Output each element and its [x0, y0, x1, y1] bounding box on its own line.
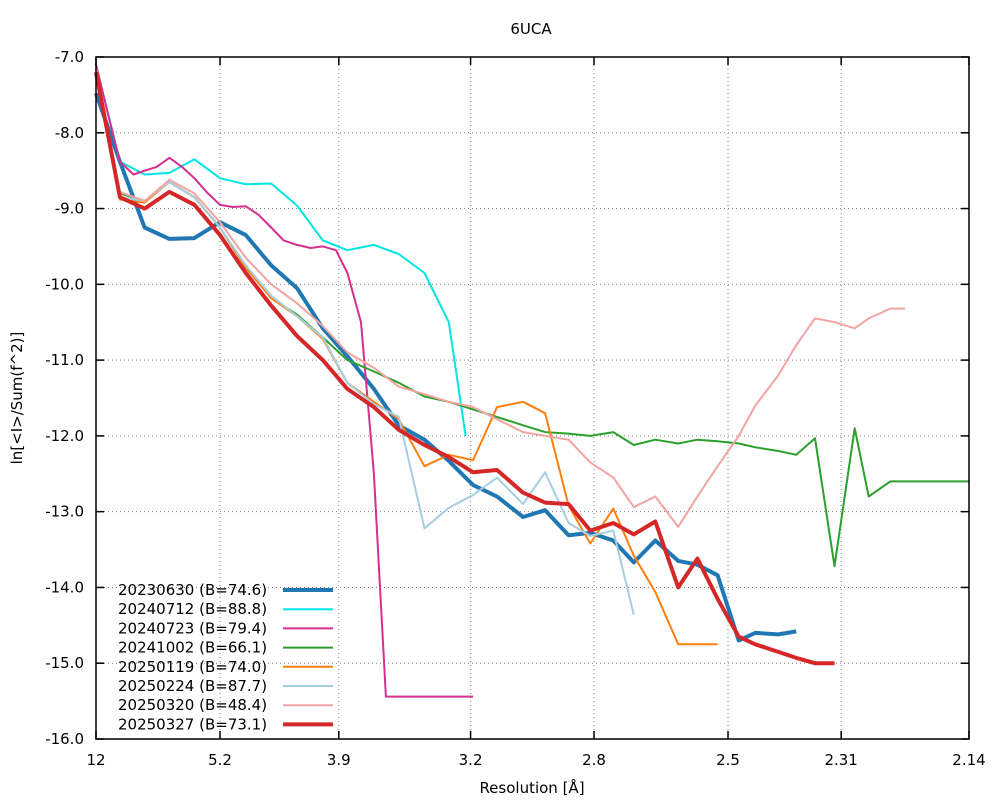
- y-tick-label: -11.0: [45, 351, 84, 369]
- y-tick-label: -10.0: [45, 275, 84, 293]
- legend-label: 20240712 (B=88.8): [118, 600, 267, 618]
- series-line-20240723-b-79-4: [95, 64, 474, 698]
- chart-title: 6UCA: [510, 20, 552, 38]
- y-tick-label: -14.0: [45, 578, 84, 596]
- legend-label: 20241002 (B=66.1): [118, 639, 267, 657]
- legend-label: 20250327 (B=73.1): [118, 715, 267, 733]
- legend-label: 20250320 (B=48.4): [118, 696, 267, 714]
- axis-ticks: 12 5.2 3.9 3.2 2.8 2.5 2.31 2.14 -7.0 -8.0 -9.0 -10…: [45, 48, 986, 769]
- legend-label: 20250119 (B=74.0): [118, 658, 267, 676]
- legend: 20230630 (B=74.6)20240712 (B=88.8)202407…: [118, 581, 333, 733]
- y-tick-label: -8.0: [55, 124, 84, 142]
- x-tick-label: 12: [86, 751, 105, 769]
- x-tick-label: 2.5: [716, 751, 740, 769]
- series-layer: [94, 64, 969, 698]
- legend-label: 20240723 (B=79.4): [118, 619, 267, 637]
- x-tick-label: 2.14: [952, 751, 985, 769]
- series-line-20240712-b-88-8: [95, 64, 467, 437]
- x-tick-label: 2.8: [582, 751, 606, 769]
- x-tick-label: 3.2: [459, 751, 483, 769]
- series-line-20250224-b-87-7: [95, 68, 635, 615]
- x-tick-label: 2.31: [824, 751, 857, 769]
- series-line-20250119-b-74-0: [95, 68, 718, 646]
- x-tick-label: 5.2: [208, 751, 232, 769]
- x-tick-label: 3.9: [327, 751, 351, 769]
- y-tick-label: -7.0: [55, 48, 84, 66]
- y-tick-label: -9.0: [55, 200, 84, 218]
- legend-label: 20250224 (B=87.7): [118, 677, 267, 695]
- series-line-20230630-b-74-6: [94, 92, 797, 643]
- y-axis-title: ln[<I>/Sum(f^2)]: [8, 332, 26, 465]
- y-tick-label: -13.0: [45, 503, 84, 521]
- y-tick-label: -12.0: [45, 427, 84, 445]
- grid: [96, 57, 969, 739]
- y-tick-label: -15.0: [45, 654, 84, 672]
- y-tick-label: -16.0: [45, 730, 84, 748]
- plot-frame: [95, 56, 970, 740]
- series-line-20250327-b-73-1: [94, 71, 835, 666]
- legend-label: 20230630 (B=74.6): [118, 581, 267, 599]
- x-axis-title: Resolution [Å]: [479, 778, 584, 797]
- series-line-20250320-b-48-4: [95, 68, 906, 528]
